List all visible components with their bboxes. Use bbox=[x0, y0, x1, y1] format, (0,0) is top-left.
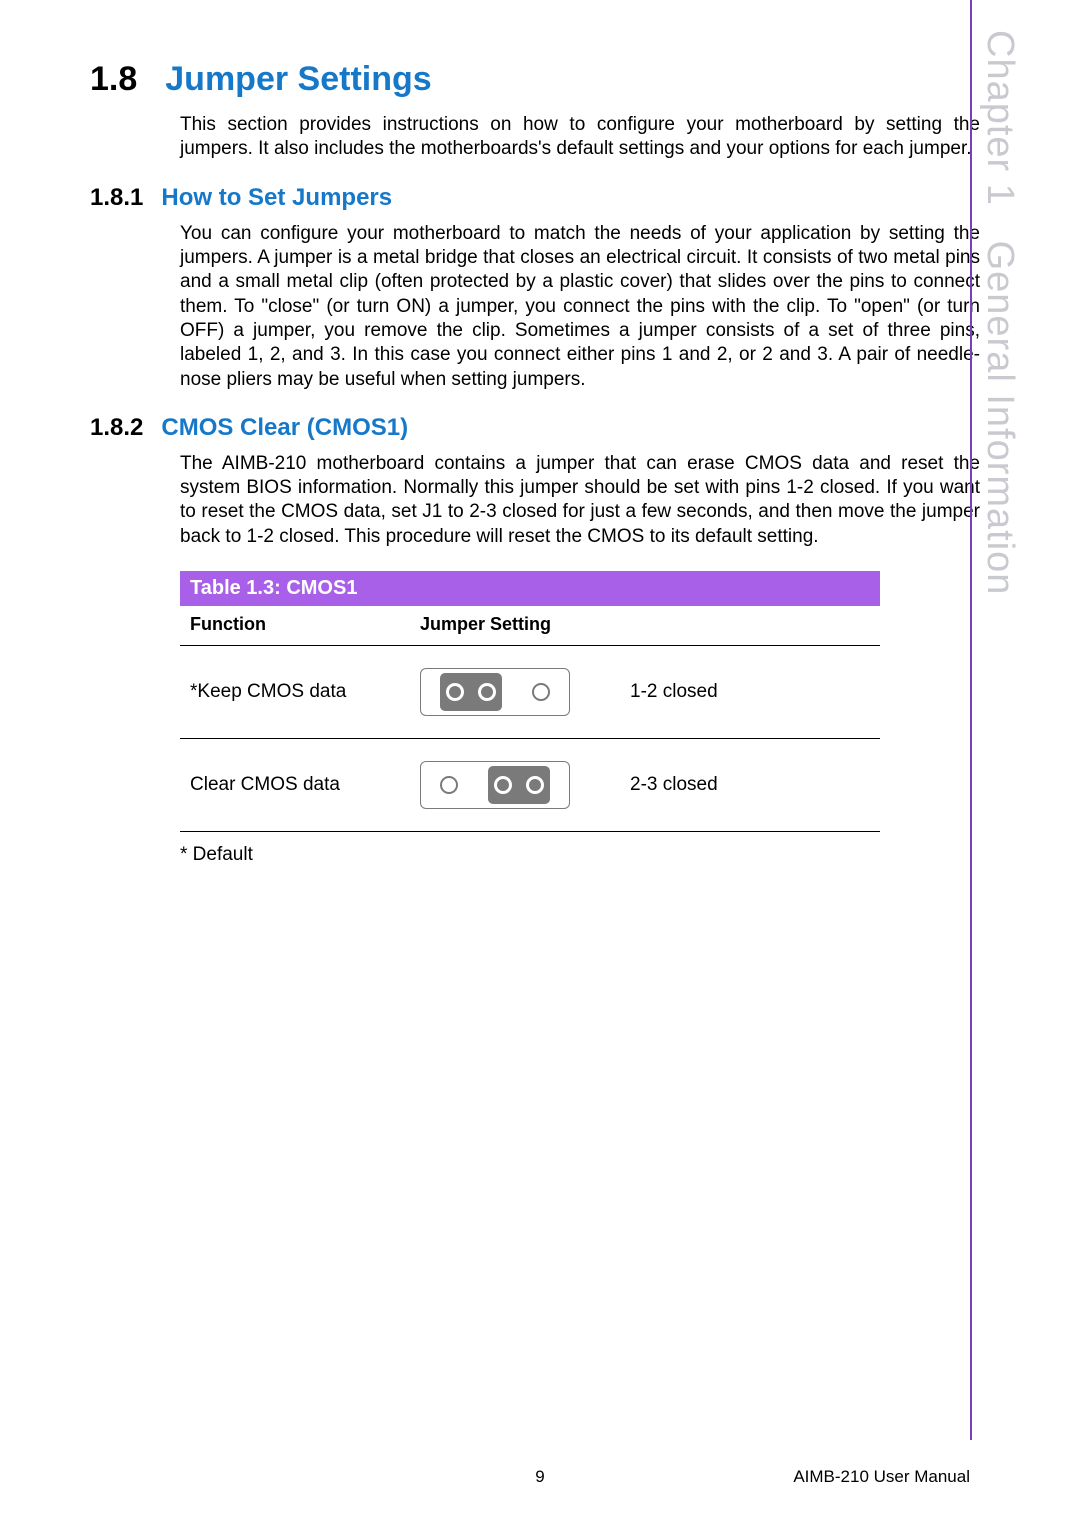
jumper-closed-group bbox=[488, 766, 550, 804]
chapter-title: General Information bbox=[979, 241, 1021, 596]
table-column-row: Function Jumper Setting bbox=[180, 606, 880, 646]
subsection-1-number: 1.8.1 bbox=[90, 184, 143, 212]
table-col-spacer bbox=[630, 614, 870, 635]
pin-3-icon bbox=[532, 683, 550, 701]
jumper-closed-group bbox=[440, 673, 502, 711]
pin-1-icon bbox=[446, 683, 464, 701]
jumper-icon bbox=[420, 668, 570, 716]
doc-title: AIMB-210 User Manual bbox=[793, 1467, 970, 1487]
table-row: Clear CMOS data 2-3 closed bbox=[180, 739, 880, 832]
chapter-label: Chapter 1 bbox=[979, 30, 1021, 206]
default-note: * Default bbox=[180, 844, 980, 866]
jumper-icon bbox=[420, 761, 570, 809]
section-number: 1.8 bbox=[90, 60, 137, 99]
subsection-2-number: 1.8.2 bbox=[90, 414, 143, 442]
row-jumper-graphic bbox=[420, 761, 630, 809]
section-title: Jumper Settings bbox=[165, 60, 431, 99]
pin-2-icon bbox=[478, 683, 496, 701]
content-area: 1.8 Jumper Settings This section provide… bbox=[90, 60, 980, 866]
table-row: *Keep CMOS data 1-2 closed bbox=[180, 646, 880, 739]
side-tab: Chapter 1 General Information bbox=[970, 0, 1025, 1440]
cmos-table: Table 1.3: CMOS1 Function Jumper Setting… bbox=[180, 571, 880, 832]
table-title: Table 1.3: CMOS1 bbox=[180, 571, 880, 606]
subsection-2-title: CMOS Clear (CMOS1) bbox=[161, 414, 408, 442]
section-heading: 1.8 Jumper Settings bbox=[90, 60, 980, 99]
subsection-2-body: The AIMB-210 motherboard contains a jump… bbox=[180, 452, 980, 549]
row-jumper-graphic bbox=[420, 668, 630, 716]
subsection-1-title: How to Set Jumpers bbox=[161, 184, 392, 212]
row-setting-label: 2-3 closed bbox=[630, 774, 870, 796]
row-function: Clear CMOS data bbox=[190, 774, 420, 796]
section-intro: This section provides instructions on ho… bbox=[180, 113, 980, 162]
row-setting-label: 1-2 closed bbox=[630, 681, 870, 703]
page-number: 9 bbox=[535, 1467, 544, 1487]
subsection-1-body: You can configure your motherboard to ma… bbox=[180, 222, 980, 392]
pin-1-icon bbox=[440, 776, 458, 794]
side-tab-text: Chapter 1 General Information bbox=[972, 30, 1021, 595]
subsection-1-heading: 1.8.1 How to Set Jumpers bbox=[90, 184, 980, 212]
subsection-2-heading: 1.8.2 CMOS Clear (CMOS1) bbox=[90, 414, 980, 442]
table-col-setting: Jumper Setting bbox=[420, 614, 630, 635]
row-function: *Keep CMOS data bbox=[190, 681, 420, 703]
pin-3-icon bbox=[526, 776, 544, 794]
pin-2-icon bbox=[494, 776, 512, 794]
table-col-function: Function bbox=[190, 614, 420, 635]
page-footer: 9 AIMB-210 User Manual bbox=[0, 1467, 1080, 1487]
page: Chapter 1 General Information 1.8 Jumper… bbox=[0, 0, 1080, 1527]
